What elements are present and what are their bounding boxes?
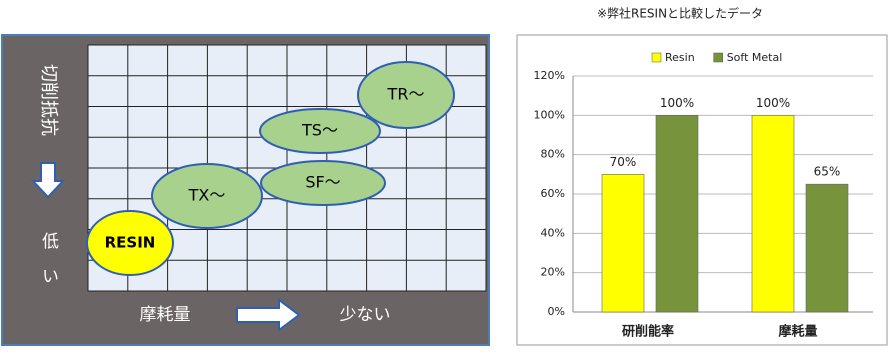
x-tick-label: 研削能率 bbox=[622, 324, 674, 340]
y-axis-low: 低い bbox=[38, 232, 59, 302]
bar bbox=[655, 115, 699, 313]
legend-label: Soft Metal bbox=[727, 51, 783, 64]
x-axis-label: 摩耗量 bbox=[140, 305, 191, 325]
y-tick-label: 60% bbox=[541, 187, 565, 200]
y-tick-label: 40% bbox=[541, 226, 565, 239]
bar bbox=[805, 183, 849, 313]
y-tick-label: 20% bbox=[541, 266, 565, 279]
node-shape bbox=[259, 108, 381, 154]
bar bbox=[751, 115, 795, 313]
node-shape bbox=[151, 163, 263, 229]
legend-swatch bbox=[713, 52, 723, 63]
down-arrow bbox=[30, 162, 66, 199]
y-tick-label: 120% bbox=[534, 69, 565, 82]
value-label: 100% bbox=[756, 96, 790, 110]
y-axis-label: 切削抵抗 bbox=[38, 64, 59, 136]
bar bbox=[601, 174, 645, 313]
x-tick-label: 摩耗量 bbox=[778, 324, 817, 340]
node-label: TS～ bbox=[301, 121, 338, 140]
node-shape bbox=[86, 210, 174, 276]
value-label: 65% bbox=[814, 165, 841, 179]
node-shape bbox=[357, 61, 455, 129]
node-label: TX～ bbox=[188, 186, 226, 205]
y-tick-label: 100% bbox=[534, 108, 565, 121]
value-label: 100% bbox=[660, 96, 694, 110]
legend-swatch bbox=[651, 52, 662, 63]
y-tick-label: 0% bbox=[548, 305, 565, 318]
chart-note: ※弊社RESINと比較したデータ bbox=[597, 6, 763, 21]
right-arrow bbox=[236, 298, 301, 332]
y-tick-label: 80% bbox=[541, 148, 565, 161]
node-label: SF～ bbox=[305, 173, 340, 192]
node-label: TR～ bbox=[387, 85, 425, 104]
x-axis-end: 少ない bbox=[340, 305, 391, 325]
node-label: RESIN bbox=[105, 234, 156, 252]
value-label: 70% bbox=[610, 155, 637, 169]
node-shape bbox=[260, 160, 386, 206]
legend-label: Resin bbox=[665, 51, 695, 64]
